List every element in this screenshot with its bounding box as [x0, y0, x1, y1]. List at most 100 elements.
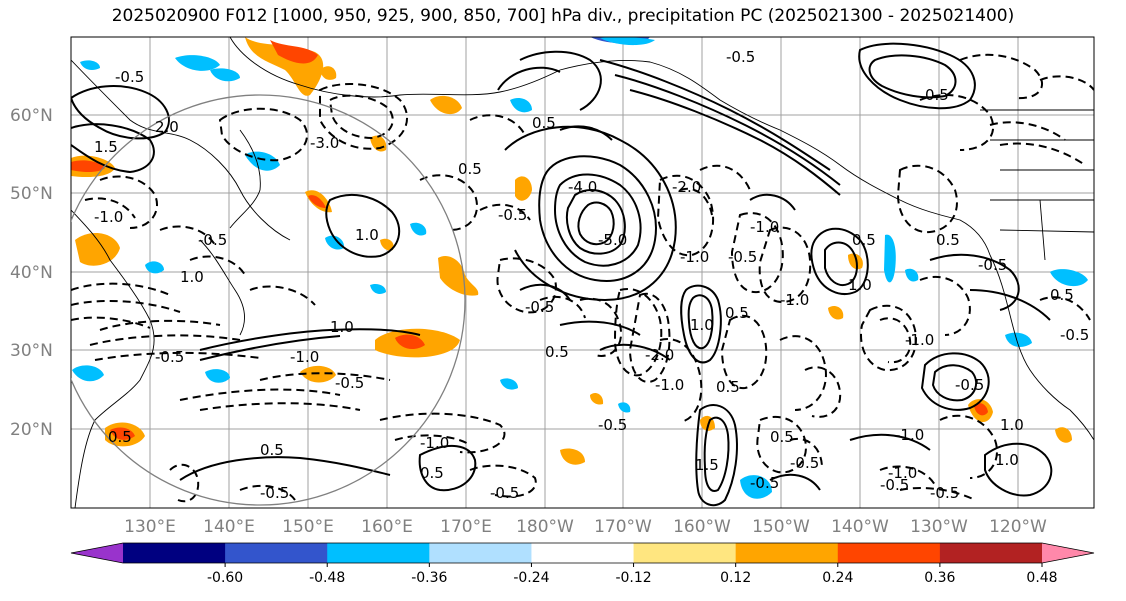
contour-label: -0.5: [955, 376, 984, 394]
contour-label: -1.0: [94, 208, 123, 226]
contour-label: 0.5: [770, 428, 794, 446]
contour-label: 1.0: [1000, 416, 1024, 434]
contour-label: 0.5: [545, 343, 569, 361]
divergence-contours-positive: [71, 42, 1053, 507]
colorbar-swatch: [735, 543, 839, 563]
contour-label: -0.5: [1060, 326, 1089, 344]
lat-label: 50°N: [10, 184, 53, 204]
lon-label: 150°W: [752, 517, 810, 537]
contour-label: -0.5: [260, 484, 289, 502]
contour-label: -0.5: [115, 68, 144, 86]
contour-label: 0.5: [725, 304, 749, 322]
colorbar-swatch: [123, 543, 226, 563]
colorbar-extend-max: [1042, 543, 1094, 563]
contour-label: 1.0: [995, 451, 1019, 469]
contour-label: -0.5: [978, 256, 1007, 274]
contour-label: -1.0: [290, 348, 319, 366]
lon-label: 120°W: [989, 517, 1047, 537]
contour-label: -0.5: [490, 484, 519, 502]
contour-label: -0.5: [726, 48, 755, 66]
colorbar-tick-label: -0.60: [207, 570, 243, 586]
lat-label: 30°N: [10, 341, 53, 361]
colorbar-swatches: [70, 542, 1095, 564]
lat-label: 60°N: [10, 106, 53, 126]
contour-label: 0.5: [852, 231, 876, 249]
lon-label: 150°E: [282, 517, 334, 537]
contour-label: -1.0: [680, 248, 709, 266]
colorbar-outline: [70, 542, 1095, 564]
contour-label: -1.0: [780, 291, 809, 309]
colorbar-tick-label: -0.12: [615, 570, 651, 586]
colorbar-extend-min: [71, 543, 123, 563]
contour-label: -3.0: [310, 134, 339, 152]
contour-label: 0.5: [716, 378, 740, 396]
contour-label: -0.5: [525, 298, 554, 316]
contour-label: 0.5: [1050, 286, 1074, 304]
lon-label: 140°E: [203, 517, 255, 537]
contour-label: 1.0: [330, 318, 354, 336]
colorbar-swatch: [531, 543, 635, 563]
contour-label: -0.5: [335, 374, 364, 392]
contour-label: -0.5: [498, 206, 527, 224]
contour-label: -0.5: [728, 248, 757, 266]
contour-label: 1.0: [848, 276, 872, 294]
contour-label: -1.0: [905, 331, 934, 349]
lon-label: 130°W: [910, 517, 968, 537]
colorbar-tick-label: -0.24: [513, 570, 549, 586]
colorbar-swatch: [633, 543, 737, 563]
contour-label: -0.5: [750, 474, 779, 492]
lon-label: 140°W: [831, 517, 889, 537]
contour-label: -0.5: [930, 484, 959, 502]
lon-label: 170°E: [440, 517, 492, 537]
colorbar-tick-label: 0.12: [720, 570, 751, 586]
contour-label: -1.0: [420, 434, 449, 452]
colorbar-tick-label: -0.36: [411, 570, 447, 586]
map-frame: [70, 36, 1095, 509]
contour-label: -0.5: [598, 416, 627, 434]
contour-label: -1.0: [895, 426, 924, 444]
contour-label: 0.5: [420, 464, 444, 482]
contour-label: -0.5: [155, 348, 184, 366]
contour-label: 1.0: [180, 268, 204, 286]
map-title: 2025020900 F012 [1000, 950, 925, 900, 85…: [111, 6, 1015, 26]
colorbar-swatch: [429, 543, 532, 563]
lon-label: 180°W: [516, 517, 574, 537]
colorbar-tick-label: 0.36: [924, 570, 955, 586]
colorbar: -0.60 -0.48 -0.36 -0.24 -0.12 0.12 0.24 0.36 0.4…: [70, 542, 1095, 586]
contour-labels: -0.5 1.5 2.0 -3.0 0.5 -0.5 -1.0 1.0 -0.5…: [94, 48, 1089, 502]
divergence-contours-negative: [71, 53, 1094, 503]
colorbar-tick-label: 0.24: [822, 570, 853, 586]
lon-label: 130°E: [124, 517, 176, 537]
contour-label: -1.0: [655, 376, 684, 394]
longitude-labels: 130°E 140°E 150°E 160°E 170°E 180°W 170°…: [124, 517, 1047, 537]
colorbar-swatch: [837, 543, 941, 563]
lat-label: 20°N: [10, 420, 53, 440]
coastlines: [71, 37, 1094, 508]
colorbar-swatch: [327, 543, 430, 563]
lon-label: 160°E: [361, 517, 413, 537]
colorbar-tick-label: 0.48: [1026, 570, 1057, 586]
contour-label: -2.0: [672, 178, 701, 196]
latitude-labels: 60°N 50°N 40°N 30°N 20°N: [10, 106, 53, 440]
contour-label: -0.5: [198, 231, 227, 249]
colorbar-swatch: [939, 543, 1043, 563]
contour-label: 1.5: [94, 138, 118, 156]
contour-label: -2.0: [645, 346, 674, 364]
contour-label: 1.0: [355, 226, 379, 244]
contour-label: -4.0: [568, 178, 597, 196]
contour-label: -5.0: [598, 231, 627, 249]
contour-label: 0.5: [260, 441, 284, 459]
contour-label: -0.5: [880, 476, 909, 494]
contour-label: 0.5: [532, 114, 556, 132]
contour-label: 0.5: [108, 428, 132, 446]
contour-label: 0.5: [936, 231, 960, 249]
colorbar-ticks: -0.60 -0.48 -0.36 -0.24 -0.12 0.12 0.24 0.36 0.4…: [207, 563, 1058, 586]
contour-label: -0.5: [790, 454, 819, 472]
colorbar-tick-label: -0.48: [309, 570, 345, 586]
lat-label: 40°N: [10, 263, 53, 283]
contour-label: -1.0: [750, 218, 779, 236]
contour-label: -1.0: [888, 464, 917, 482]
lon-label: 170°W: [594, 517, 652, 537]
lon-label: 160°W: [673, 517, 731, 537]
